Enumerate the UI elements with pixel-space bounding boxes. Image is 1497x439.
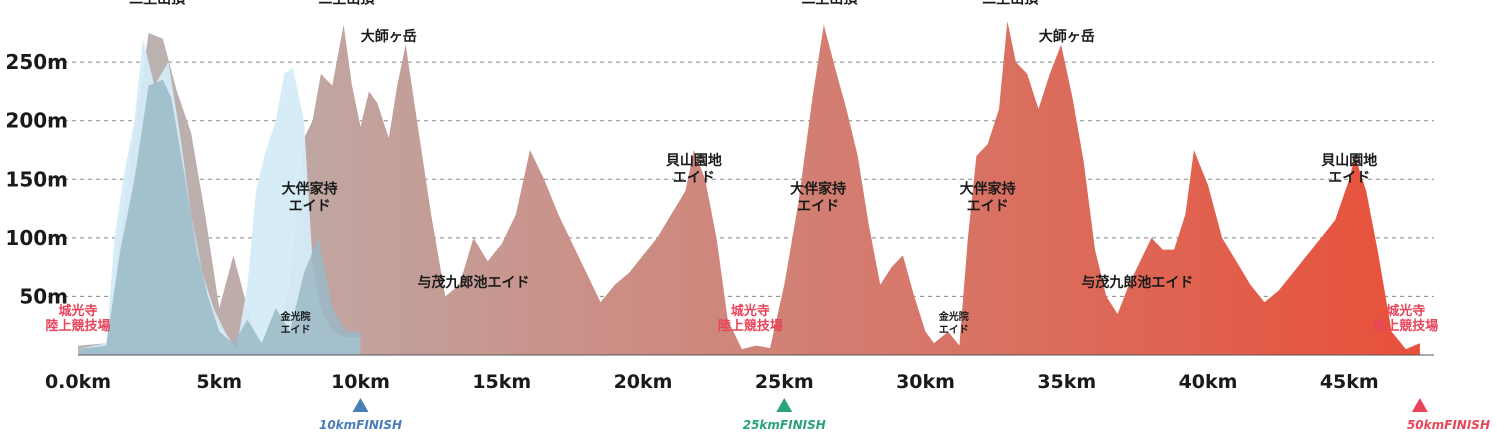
y-tick-label: 50m [19,284,68,308]
point-annotation: 与茂九郎池エイド [418,274,530,291]
annotation-line: 城光寺 [731,303,770,319]
point-annotation: 城光寺陸上競技場 [1373,303,1438,334]
point-annotation: 貝山園地エイド [1321,152,1377,186]
annotation-line: 二上山頂 [318,0,375,8]
finish-label: 25kmFINISH [743,418,826,432]
annotation-line: エイド [281,324,311,336]
point-annotation: 城光寺陸上競技場 [718,303,783,334]
point-annotation: 二上山頂 [318,0,375,8]
y-tick-label: 200m [5,109,68,133]
elevation-area-series-2 [78,79,361,355]
annotation-line: エイド [967,198,1009,214]
point-annotation: 大師ヶ岳 [361,28,417,45]
point-annotation: 城光寺陸上競技場 [45,303,110,334]
point-annotation: 貝山園地エイド [666,152,722,186]
point-annotation: 金光院エイド [938,310,969,336]
point-annotation: 与茂九郎池エイド [1081,274,1193,291]
point-annotation: 金光院エイド [280,310,311,336]
annotation-line: 大師ヶ岳 [361,28,417,45]
elevation-areas [78,21,1420,355]
point-annotation: 大伴家持エイド [960,180,1016,214]
point-annotation: 二上山頂 [982,0,1039,8]
x-tick-label: 20km [614,371,673,393]
finish-triangle-icon [1411,398,1428,412]
annotation-line: 与茂九郎池エイド [1081,274,1193,291]
axes: 50m 100m 150m 200m 250m 0.0km 5km 10km 15km 20km 2… [5,50,1434,393]
x-tick-label: 10km [331,371,390,393]
elevation-area-series-0 [78,21,1420,355]
annotation-line: 陸上競技場 [718,318,783,334]
annotation-line: 大師ヶ岳 [1039,28,1095,45]
annotation-line: 貝山園地 [666,152,722,169]
finish-label: 10kmFINISH [319,418,402,432]
annotation-line: 城光寺 [1386,303,1425,319]
x-tick-label: 30km [896,371,955,393]
annotation-line: エイド [939,324,969,336]
finish-triangle-icon [352,398,369,412]
x-tick-label: 45km [1320,371,1379,393]
finish-label: 50kmFINISH [1407,418,1490,432]
x-tick-label: 0.0km [45,371,111,393]
point-annotation: 二上山頂 [801,0,858,8]
annotation-line: 大伴家持 [282,180,338,197]
x-tick-label: 5km [196,371,242,393]
annotation-line: 金光院 [280,310,311,323]
annotation-line: 貝山園地 [1321,152,1377,169]
annotation-line: 二上山頂 [801,0,858,8]
annotation-line: エイド [289,198,331,214]
annotation-line: 陸上競技場 [45,318,110,334]
annotations: 二上山頂二上山頂二上山頂二上山頂大師ヶ岳大師ヶ岳大伴家持エイド大伴家持エイド大伴… [45,0,1438,336]
annotation-line: 与茂九郎池エイド [418,274,530,291]
point-annotation: 大伴家持エイド [282,180,338,214]
point-annotation: 大伴家持エイド [790,180,846,214]
x-tick-label: 40km [1179,371,1238,393]
finish-triangle-icon [776,398,793,412]
finish-markers: 10kmFINISH 25kmFINISH 50kmFINISH [319,398,1490,432]
x-tick-label: 25km [755,371,814,393]
annotation-line: 金光院 [938,310,969,323]
annotation-line: 二上山頂 [129,0,186,8]
annotation-line: エイド [673,170,715,186]
y-tick-label: 250m [5,50,68,74]
point-annotation: 大師ヶ岳 [1039,28,1095,45]
annotation-line: エイド [797,198,839,214]
x-tick-label: 15km [472,371,531,393]
annotation-line: 大伴家持 [960,180,1016,197]
annotation-line: 城光寺 [58,303,97,319]
annotation-line: 二上山頂 [982,0,1039,8]
annotation-line: 大伴家持 [790,180,846,197]
y-tick-label: 150m [5,167,68,191]
y-tick-label: 100m [5,226,68,250]
annotation-line: エイド [1328,170,1370,186]
annotation-line: 陸上競技場 [1373,318,1438,334]
x-tick-label: 35km [1037,371,1096,393]
point-annotation: 二上山頂 [129,0,186,8]
